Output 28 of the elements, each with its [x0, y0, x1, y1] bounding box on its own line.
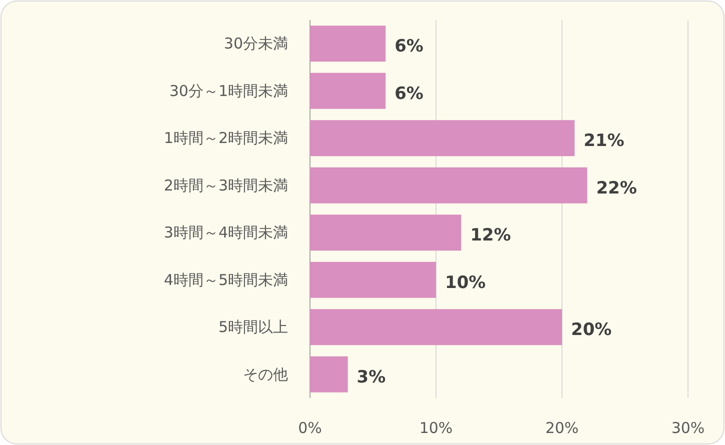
x-tick-label: 30% — [671, 419, 705, 437]
y-tick-label: 3時間～4時間未満 — [164, 224, 288, 242]
bar — [310, 309, 562, 346]
bar — [310, 262, 436, 298]
y-tick-label: 5時間以上 — [218, 318, 288, 336]
x-tick-label: 20% — [545, 419, 579, 437]
x-tick-label: 10% — [419, 419, 453, 437]
x-tick-label: 0% — [298, 419, 322, 437]
data-label: 6% — [394, 84, 424, 104]
bar — [310, 72, 386, 109]
y-tick-label: 1時間～2時間未満 — [164, 129, 288, 148]
data-label: 22% — [596, 178, 637, 198]
bar — [310, 214, 462, 251]
data-label: 10% — [445, 272, 486, 293]
bar — [310, 120, 575, 156]
y-tick-label: 2時間～3時間未満 — [164, 176, 288, 194]
y-tick-label: 30分未満 — [224, 34, 288, 53]
data-label: 3% — [356, 367, 386, 388]
bar — [310, 26, 386, 62]
y-tick-label: 4時間～5時間未満 — [164, 270, 288, 289]
y-tick-label: 30分～1時間未満 — [169, 82, 288, 100]
y-tick-label: その他 — [243, 365, 288, 384]
data-label: 20% — [571, 320, 612, 340]
data-label: 6% — [394, 36, 424, 57]
bar — [310, 356, 348, 392]
data-label: 21% — [584, 131, 624, 152]
data-label: 12% — [470, 226, 511, 246]
bar — [310, 167, 588, 204]
